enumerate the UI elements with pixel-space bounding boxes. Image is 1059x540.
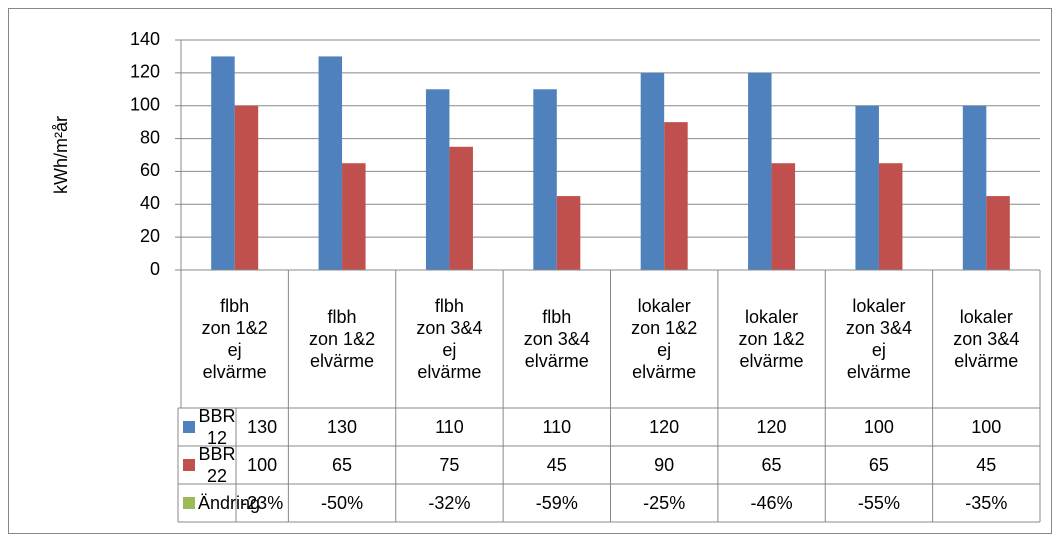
- y-tick-label: 140: [130, 29, 160, 49]
- bar: [556, 196, 581, 270]
- table-value: -32%: [428, 493, 471, 513]
- y-tick-label: 100: [130, 94, 160, 114]
- bar: [425, 89, 450, 271]
- category-label: flbh zon 1&2 elvärme: [309, 307, 376, 371]
- y-tick-label: 60: [140, 160, 160, 180]
- table-value: 100: [971, 417, 1002, 437]
- table-value: 45: [976, 455, 997, 475]
- y-tick-label: 20: [140, 226, 160, 246]
- y-tick-label: 0: [150, 259, 160, 279]
- y-axis-title: kWh/m²år: [51, 116, 71, 194]
- bar: [234, 105, 259, 270]
- legend-key: [183, 459, 195, 471]
- legend-key: [183, 421, 195, 433]
- table-value: 75: [439, 455, 460, 475]
- bar: [878, 163, 903, 270]
- category-label: flbh zon 3&4 elvärme: [523, 307, 590, 371]
- table-value: 130: [327, 417, 358, 437]
- bar: [986, 196, 1010, 270]
- table-value: -55%: [857, 493, 900, 513]
- table-value: -59%: [535, 493, 578, 513]
- category-label: lokaler zon 1&2 elvärme: [738, 307, 805, 371]
- category-label: lokaler zon 3&4 elvärme: [953, 307, 1020, 371]
- bar: [449, 146, 473, 270]
- table-value: -35%: [965, 493, 1008, 513]
- category-label: flbh zon 1&2 ej elvärme: [201, 296, 268, 382]
- table-value: 110: [542, 417, 572, 437]
- table-value: -25%: [643, 493, 686, 513]
- category-label: lokaler zon 1&2 ej elvärme: [631, 296, 698, 382]
- table-value: 65: [332, 455, 353, 475]
- y-tick-label: 120: [130, 62, 160, 82]
- table-value: 130: [247, 417, 278, 437]
- bar: [664, 122, 688, 271]
- table-value: -23%: [241, 493, 284, 513]
- legend-label: BBR 22: [198, 444, 236, 486]
- legend-label: BBR 12: [198, 406, 236, 448]
- y-tick-label: 80: [140, 127, 160, 147]
- category-label: lokaler zon 3&4 ej elvärme: [845, 296, 912, 382]
- legend-key: [183, 497, 195, 509]
- legend-label: Ändring: [198, 493, 261, 513]
- category-label: flbh zon 3&4 ej elvärme: [416, 296, 483, 382]
- table-value: 65: [868, 455, 889, 475]
- table-value: 120: [649, 417, 680, 437]
- bar: [855, 105, 879, 270]
- table-value: -50%: [321, 493, 364, 513]
- table-value: 45: [546, 455, 567, 475]
- bar: [318, 56, 343, 270]
- bar: [533, 89, 557, 271]
- bar: [748, 72, 772, 270]
- bar: [640, 72, 665, 270]
- table-value: -46%: [750, 493, 793, 513]
- table-value: 100: [247, 455, 278, 475]
- table-value: 65: [761, 455, 782, 475]
- table-value: 110: [435, 417, 464, 437]
- bar: [771, 163, 796, 270]
- bar: [962, 105, 987, 270]
- table-value: 120: [756, 417, 787, 437]
- table-value: 100: [863, 417, 894, 437]
- table-value: 90: [654, 455, 675, 475]
- y-tick-label: 40: [140, 193, 160, 213]
- bar: [211, 56, 235, 270]
- bar: [342, 163, 366, 270]
